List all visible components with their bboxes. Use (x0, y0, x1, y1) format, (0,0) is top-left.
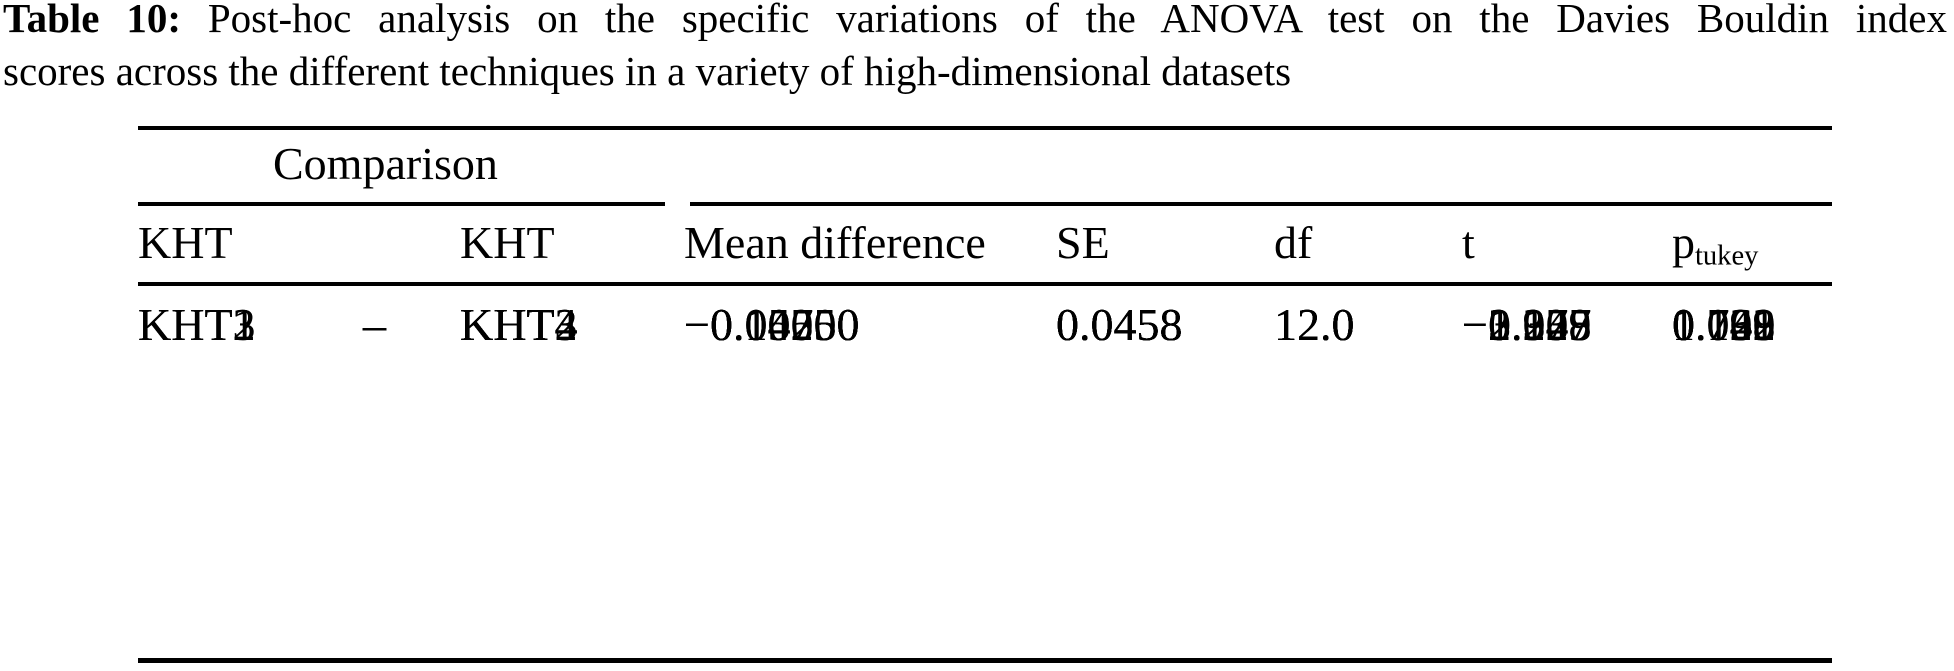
table-row: KHT2 – KHT3 −0.00500 0.0458 12.0 −0.109 … (138, 295, 1832, 355)
cell-df: 12.0 (1274, 299, 1355, 350)
cell-p-tukey: 0.791 (1672, 299, 1776, 350)
caption-label: Table 10: (3, 0, 181, 41)
cell-mean-difference: −0.04750 (684, 299, 860, 350)
cell-kht-b: KHT2 (460, 299, 578, 350)
table-row: – KHT3 −0.04750 0.0458 12.0 −1.037 0.732 (138, 295, 1832, 355)
cell-dash: – (363, 299, 386, 350)
cell-kht-b: KHT4 (460, 299, 578, 350)
table-top-rule (138, 126, 1832, 130)
cell-mean-difference: −0.10750 (684, 299, 860, 350)
header-p-tukey: ptukey (1672, 217, 1832, 272)
caption-text-line1: Post-hoc analysis on the specific variat… (207, 0, 1947, 41)
cell-mean-difference: −0.10250 (684, 299, 860, 350)
caption-line-2: scores across the different techniques i… (3, 45, 1947, 98)
header-mean-difference: Mean difference (684, 217, 986, 268)
header-p-base: p (1672, 217, 1695, 268)
cell-df: 12.0 (1274, 299, 1355, 350)
cell-kht-a: KHT1 (138, 299, 256, 350)
cell-dash: – (363, 299, 386, 350)
cell-df: 12.0 (1274, 299, 1355, 350)
cell-kht-a: KHT3 (138, 299, 256, 350)
header-df: df (1274, 217, 1313, 268)
cell-se: 0.0458 (1056, 299, 1183, 350)
cell-df: 12.0 (1274, 299, 1355, 350)
header-t: t (1462, 217, 1475, 268)
cell-mean-difference: −0.04250 (684, 299, 860, 350)
cell-df: 12.0 (1274, 299, 1355, 350)
header-bottom-rule (138, 282, 1832, 286)
table-row: KHT3 – KHT4 −0.10250 0.0458 12.0 −2.238 … (138, 295, 1832, 355)
cell-se: 0.0458 (1056, 299, 1183, 350)
cell-p-tukey: 0.168 (1672, 299, 1776, 350)
cell-se: 0.0458 (1056, 299, 1183, 350)
cell-dash: – (363, 299, 386, 350)
cell-mean-difference: −0.00500 (684, 299, 860, 350)
header-kht-a: KHT (138, 217, 233, 268)
cell-mean-difference: −0.15000 (684, 299, 860, 350)
cell-p-tukey: 0.732 (1672, 299, 1776, 350)
cell-p-tukey: 0.142 (1672, 299, 1776, 350)
cell-df: 12.0 (1274, 299, 1355, 350)
cell-p-tukey: 1.000 (1672, 299, 1776, 350)
table-row: – KHT4 −0.15000 0.0458 12.0 −3.275 0.029 (138, 295, 1832, 355)
table-caption: Table 10: Post-hoc analysis on the speci… (3, 0, 1947, 98)
caption-text-line2: scores across the different techniques i… (3, 48, 1292, 94)
cell-se: 0.0458 (1056, 299, 1183, 350)
table-header-row: KHT KHT Mean difference SE df t ptukey (138, 217, 1832, 272)
cell-kht-b: KHT4 (460, 299, 578, 350)
stats-cmidrule (690, 202, 1832, 206)
cell-t: −3.275 (1462, 299, 1592, 350)
cell-t: −2.347 (1462, 299, 1592, 350)
table-bottom-rule (138, 658, 1832, 663)
table-row: KHT1 – KHT2 −0.04250 0.0458 12.0 −0.928 … (138, 295, 1832, 355)
cell-p-tukey: 0.029 (1672, 299, 1776, 350)
cell-dash: – (363, 299, 386, 350)
header-dash-spacer (363, 218, 460, 268)
cell-kht-b: KHT4 (460, 299, 578, 350)
table-row: – KHT4 −0.10750 0.0458 12.0 −2.347 0.142 (138, 295, 1832, 355)
cell-kht-a: KHT2 (138, 299, 256, 350)
comparison-group-header: Comparison (273, 138, 498, 189)
posthoc-anova-table: Comparison KHT KHT Mean difference SE df… (138, 126, 1832, 666)
cell-t: −1.037 (1462, 299, 1592, 350)
cell-kht-b: KHT3 (460, 299, 578, 350)
cell-dash: – (363, 299, 386, 350)
cell-t: −0.928 (1462, 299, 1592, 350)
cell-t: −0.109 (1462, 299, 1592, 350)
caption-line-1: Table 10: Post-hoc analysis on the speci… (3, 0, 1947, 45)
cell-se: 0.0458 (1056, 299, 1183, 350)
header-p-subscript: tukey (1695, 240, 1759, 272)
cell-t: −2.238 (1462, 299, 1592, 350)
comparison-cmidrule (138, 202, 665, 206)
cell-dash: – (363, 299, 386, 350)
header-se: SE (1056, 217, 1110, 268)
cell-kht-b: KHT3 (460, 299, 578, 350)
header-kht-b: KHT (460, 217, 555, 268)
cell-se: 0.0458 (1056, 299, 1183, 350)
